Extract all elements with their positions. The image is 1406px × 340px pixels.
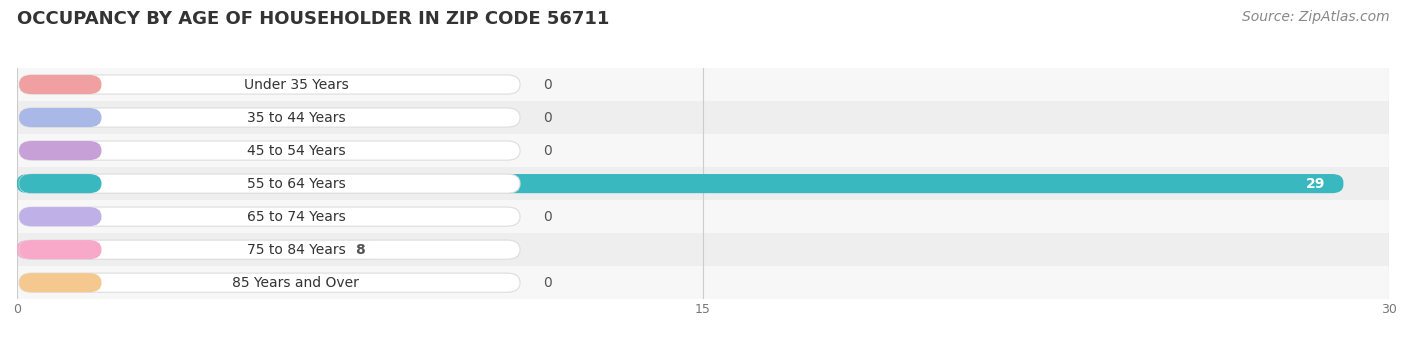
FancyBboxPatch shape bbox=[20, 141, 101, 160]
FancyBboxPatch shape bbox=[20, 141, 520, 160]
FancyBboxPatch shape bbox=[20, 108, 520, 127]
Text: 8: 8 bbox=[354, 243, 364, 257]
FancyBboxPatch shape bbox=[20, 108, 101, 127]
Bar bbox=[17, 200, 1389, 233]
Text: 0: 0 bbox=[543, 110, 551, 124]
FancyBboxPatch shape bbox=[20, 75, 101, 94]
FancyBboxPatch shape bbox=[17, 174, 1343, 193]
Text: 55 to 64 Years: 55 to 64 Years bbox=[246, 176, 346, 191]
FancyBboxPatch shape bbox=[20, 174, 101, 193]
Text: 0: 0 bbox=[543, 276, 551, 290]
Text: OCCUPANCY BY AGE OF HOUSEHOLDER IN ZIP CODE 56711: OCCUPANCY BY AGE OF HOUSEHOLDER IN ZIP C… bbox=[17, 10, 609, 28]
Bar bbox=[17, 134, 1389, 167]
Text: Source: ZipAtlas.com: Source: ZipAtlas.com bbox=[1241, 10, 1389, 24]
Text: Under 35 Years: Under 35 Years bbox=[243, 78, 349, 91]
FancyBboxPatch shape bbox=[20, 174, 520, 193]
Text: 35 to 44 Years: 35 to 44 Years bbox=[246, 110, 346, 124]
FancyBboxPatch shape bbox=[20, 273, 520, 292]
Text: 0: 0 bbox=[543, 78, 551, 91]
Text: 65 to 74 Years: 65 to 74 Years bbox=[246, 210, 346, 224]
Text: 0: 0 bbox=[543, 210, 551, 224]
Bar bbox=[17, 101, 1389, 134]
FancyBboxPatch shape bbox=[20, 207, 520, 226]
FancyBboxPatch shape bbox=[20, 207, 101, 226]
Text: 29: 29 bbox=[1306, 176, 1324, 191]
Text: 45 to 54 Years: 45 to 54 Years bbox=[246, 143, 346, 157]
FancyBboxPatch shape bbox=[20, 273, 101, 292]
Text: 75 to 84 Years: 75 to 84 Years bbox=[246, 243, 346, 257]
Text: 85 Years and Over: 85 Years and Over bbox=[232, 276, 360, 290]
Bar bbox=[17, 68, 1389, 101]
Bar bbox=[17, 266, 1389, 299]
FancyBboxPatch shape bbox=[20, 240, 520, 259]
FancyBboxPatch shape bbox=[20, 75, 520, 94]
FancyBboxPatch shape bbox=[20, 240, 101, 259]
Bar bbox=[17, 167, 1389, 200]
Text: 0: 0 bbox=[543, 143, 551, 157]
Bar bbox=[17, 233, 1389, 266]
FancyBboxPatch shape bbox=[17, 240, 382, 259]
